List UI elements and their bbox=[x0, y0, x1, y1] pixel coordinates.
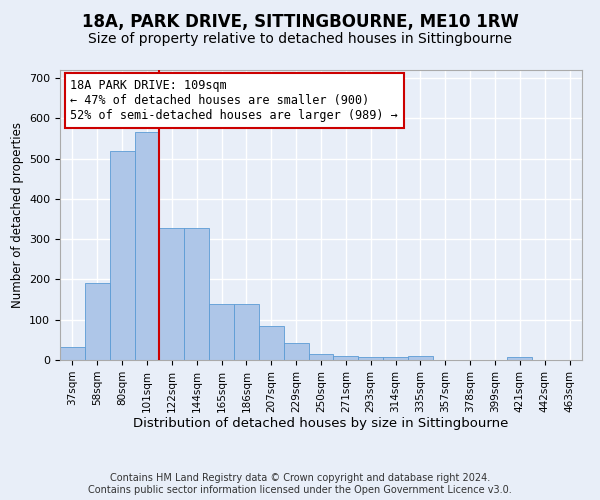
Text: 18A, PARK DRIVE, SITTINGBOURNE, ME10 1RW: 18A, PARK DRIVE, SITTINGBOURNE, ME10 1RW bbox=[82, 12, 518, 30]
Bar bbox=[110, 150, 134, 360]
Bar bbox=[234, 304, 259, 360]
Y-axis label: Number of detached properties: Number of detached properties bbox=[11, 122, 23, 308]
Bar bbox=[308, 354, 334, 360]
X-axis label: Distribution of detached houses by size in Sittingbourne: Distribution of detached houses by size … bbox=[133, 418, 509, 430]
Bar bbox=[383, 357, 408, 360]
Bar bbox=[408, 356, 433, 360]
Bar bbox=[134, 132, 160, 360]
Bar bbox=[508, 357, 532, 360]
Bar bbox=[358, 357, 383, 360]
Bar bbox=[85, 284, 110, 360]
Bar bbox=[259, 326, 284, 360]
Bar bbox=[184, 228, 209, 360]
Text: 18A PARK DRIVE: 109sqm
← 47% of detached houses are smaller (900)
52% of semi-de: 18A PARK DRIVE: 109sqm ← 47% of detached… bbox=[70, 78, 398, 122]
Bar bbox=[60, 347, 85, 360]
Text: Contains HM Land Registry data © Crown copyright and database right 2024.
Contai: Contains HM Land Registry data © Crown c… bbox=[88, 474, 512, 495]
Bar bbox=[284, 343, 308, 360]
Bar bbox=[160, 228, 184, 360]
Bar bbox=[209, 304, 234, 360]
Text: Size of property relative to detached houses in Sittingbourne: Size of property relative to detached ho… bbox=[88, 32, 512, 46]
Bar bbox=[334, 356, 358, 360]
